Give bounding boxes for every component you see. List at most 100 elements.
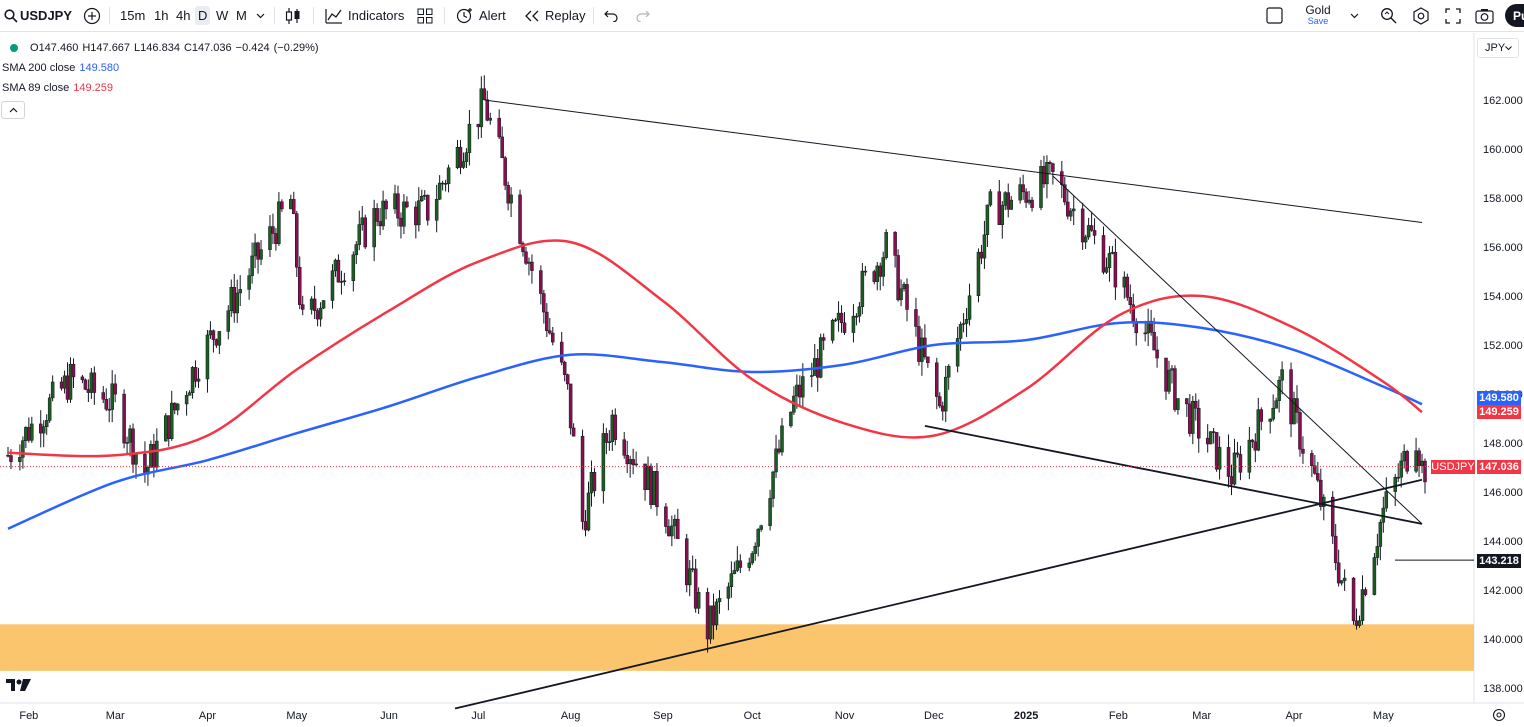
candle <box>539 270 543 294</box>
candle <box>759 525 763 530</box>
candle <box>902 284 906 290</box>
candle <box>393 193 397 210</box>
candle <box>1063 184 1067 203</box>
quick-search-icon[interactable] <box>1380 0 1397 31</box>
alert-button[interactable]: Alert <box>479 8 506 23</box>
candle <box>1083 236 1088 243</box>
candle <box>1185 398 1189 405</box>
candle <box>1372 557 1377 595</box>
candle <box>997 191 1002 225</box>
timeframe-w[interactable]: W <box>216 8 229 23</box>
currency-button[interactable]: JPY <box>1477 38 1519 58</box>
alert-clock-icon[interactable] <box>456 0 473 31</box>
publish-button[interactable]: Pu <box>1505 4 1524 27</box>
compare-symbol-icon[interactable] <box>83 0 101 31</box>
price-tick-label: 152.000 <box>1483 340 1523 352</box>
candle <box>80 376 85 381</box>
candle <box>690 568 695 570</box>
candle <box>461 161 466 168</box>
candle <box>1214 432 1219 470</box>
candle <box>1152 332 1156 351</box>
candle <box>1399 460 1403 478</box>
indicators-icon[interactable] <box>325 0 343 31</box>
sma200-line[interactable] <box>7 320 1423 530</box>
candle <box>548 330 552 334</box>
ohlc-low: L146.834 <box>134 42 180 54</box>
candle <box>830 319 835 341</box>
candle <box>938 396 942 407</box>
candle <box>708 605 713 640</box>
trendline-descending[interactable] <box>1052 175 1423 525</box>
sma200-legend-row[interactable]: SMA 200 close 149.580 <box>0 58 323 78</box>
replay-rewind-icon[interactable] <box>524 0 540 31</box>
layout-square-icon[interactable] <box>1266 0 1283 31</box>
candle <box>131 428 135 465</box>
timeframe-d-label: D <box>195 6 211 25</box>
layout-chevron-down-icon[interactable] <box>1350 0 1359 31</box>
sma89-line[interactable] <box>7 239 1423 458</box>
time-axis-settings-icon[interactable] <box>1492 708 1506 727</box>
trendline-lower[interactable] <box>924 424 1423 525</box>
sma89-legend-row[interactable]: SMA 89 close 149.259 <box>0 78 323 98</box>
tradingview-logo-icon[interactable] <box>6 678 32 697</box>
candle <box>455 146 460 169</box>
ohlc-row: O147.460 H147.667 L146.834 C147.036 −0.4… <box>0 38 323 58</box>
candle <box>235 292 239 314</box>
indicators-button[interactable]: Indicators <box>348 8 405 23</box>
candle <box>268 226 272 250</box>
candle <box>842 322 847 333</box>
candle <box>780 425 784 453</box>
timeframe-1h[interactable]: 1h <box>154 8 169 23</box>
candle <box>1247 439 1252 473</box>
fullscreen-icon[interactable] <box>1445 0 1461 31</box>
undo-icon[interactable] <box>604 0 618 31</box>
candle <box>1143 332 1147 335</box>
chevron-down-icon[interactable] <box>256 0 265 31</box>
candle <box>711 605 716 626</box>
layout-save-button[interactable]: Gold Save <box>1296 0 1340 31</box>
candle <box>1125 276 1130 298</box>
ohlc-low-value: 146.834 <box>140 42 180 54</box>
candle <box>6 455 10 457</box>
candle <box>208 330 213 336</box>
trendline-ascending-extension[interactable] <box>454 647 708 710</box>
candle <box>101 392 106 400</box>
redo-icon[interactable] <box>636 0 650 31</box>
candle <box>818 337 823 378</box>
trendline-upper[interactable] <box>484 99 1423 223</box>
candle <box>1289 369 1293 425</box>
candle <box>664 506 668 527</box>
timeframe-d[interactable]: D <box>195 0 211 31</box>
templates-grid-icon[interactable] <box>417 0 433 31</box>
collapse-legend-button[interactable] <box>1 101 25 119</box>
candle <box>500 136 504 159</box>
camera-snapshot-icon[interactable] <box>1475 0 1494 31</box>
candle <box>318 307 323 320</box>
price-chart[interactable]: 162.000 160.000 158.000 156.000 154.000 152.0… <box>0 33 1524 726</box>
candle <box>1280 369 1284 381</box>
time-tick-label: Mar <box>106 710 125 722</box>
candle <box>446 167 451 184</box>
trendline-ascending[interactable] <box>707 478 1423 650</box>
candles-chart-type-icon[interactable] <box>285 0 301 31</box>
timeframe-15m[interactable]: 15m <box>120 8 146 23</box>
search-icon[interactable] <box>4 0 18 31</box>
timeframe-m[interactable]: M <box>236 8 247 23</box>
candle <box>482 88 487 100</box>
settings-gear-icon[interactable] <box>1412 0 1430 31</box>
candle <box>789 411 793 427</box>
candle <box>1000 205 1005 225</box>
time-tick-label: Apr <box>199 710 216 722</box>
symbol-search-button[interactable]: USDJPY <box>20 8 73 23</box>
candle <box>964 319 969 324</box>
timeframe-4h[interactable]: 4h <box>176 8 191 23</box>
replay-button[interactable]: Replay <box>545 8 586 23</box>
candle <box>399 217 403 227</box>
candle <box>232 287 236 314</box>
candle <box>1402 451 1406 462</box>
support-zone[interactable] <box>0 624 1474 671</box>
currency-chevron-down-icon <box>1505 46 1512 51</box>
candle <box>527 261 531 264</box>
candle <box>336 259 341 283</box>
candle <box>1003 192 1008 206</box>
